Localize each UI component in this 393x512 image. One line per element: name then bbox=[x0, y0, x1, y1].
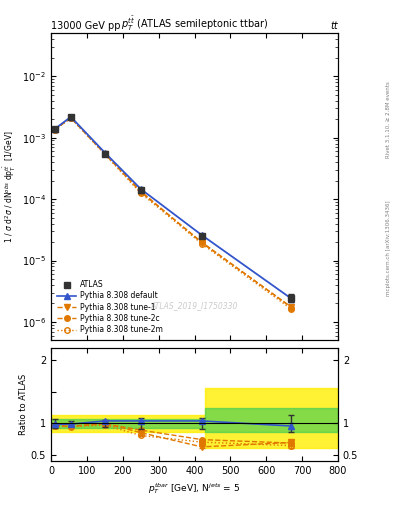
Y-axis label: Ratio to ATLAS: Ratio to ATLAS bbox=[19, 374, 28, 435]
Text: mcplots.cern.ch [arXiv:1306.3436]: mcplots.cern.ch [arXiv:1306.3436] bbox=[386, 201, 391, 296]
Legend: ATLAS, Pythia 8.308 default, Pythia 8.308 tune-1, Pythia 8.308 tune-2c, Pythia 8: ATLAS, Pythia 8.308 default, Pythia 8.30… bbox=[55, 278, 165, 337]
Y-axis label: 1 / $\sigma$ d$^2\sigma$ / dN$^{obs}$ dp$^{t\bar{t}}_T$  [1/GeV]: 1 / $\sigma$ d$^2\sigma$ / dN$^{obs}$ dp… bbox=[2, 131, 18, 243]
Text: 13000 GeV pp: 13000 GeV pp bbox=[51, 20, 121, 31]
Title: $p_T^{t\bar{t}}$ (ATLAS semileptonic ttbar): $p_T^{t\bar{t}}$ (ATLAS semileptonic ttb… bbox=[121, 15, 268, 33]
Text: tt: tt bbox=[330, 20, 338, 31]
X-axis label: $p^{tbar}_T$ [GeV], N$^{jets}$ = 5: $p^{tbar}_T$ [GeV], N$^{jets}$ = 5 bbox=[149, 481, 241, 496]
Text: Rivet 3.1.10, ≥ 2.8M events: Rivet 3.1.10, ≥ 2.8M events bbox=[386, 81, 391, 158]
Text: ATLAS_2019_I1750330: ATLAS_2019_I1750330 bbox=[151, 301, 238, 310]
